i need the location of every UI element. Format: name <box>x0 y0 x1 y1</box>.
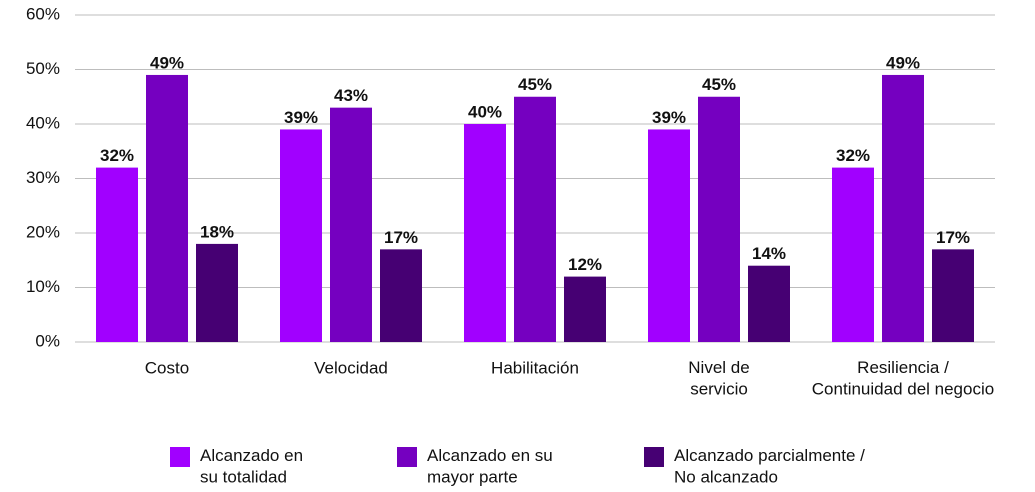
bar <box>882 74 924 342</box>
legend-label: Alcanzado en su totalidad <box>200 446 303 486</box>
bar <box>464 124 506 342</box>
bar <box>932 249 974 342</box>
y-tick-label: 40% <box>26 113 60 132</box>
bar <box>832 167 874 342</box>
y-tick-label: 60% <box>26 4 60 23</box>
bar <box>196 243 238 342</box>
x-tick-label: Velocidad <box>314 358 388 377</box>
bar <box>96 167 138 342</box>
value-label: 18% <box>200 222 234 241</box>
value-label: 17% <box>936 228 970 247</box>
bar <box>330 107 372 343</box>
x-tick-label: Resiliencia / Continuidad del negocio <box>812 358 994 398</box>
legend-swatch <box>644 447 664 467</box>
legend-swatch <box>397 447 417 467</box>
value-label: 14% <box>752 244 786 263</box>
legend-swatch <box>170 447 190 467</box>
x-tick-label: Nivel de servicio <box>688 358 749 398</box>
value-label: 40% <box>468 102 502 121</box>
value-label: 45% <box>518 75 552 94</box>
value-label: 39% <box>284 108 318 127</box>
bar <box>698 96 740 342</box>
x-tick-label: Habilitación <box>491 358 579 377</box>
bar <box>380 249 422 342</box>
bar <box>146 74 188 342</box>
value-label: 12% <box>568 255 602 274</box>
bar <box>514 96 556 342</box>
legend-label: Alcanzado parcialmente / No alcanzado <box>674 446 865 486</box>
value-label: 49% <box>150 53 184 72</box>
y-tick-label: 30% <box>26 168 60 187</box>
y-tick-label: 50% <box>26 59 60 78</box>
bar <box>564 276 606 342</box>
value-label: 45% <box>702 75 736 94</box>
value-label: 39% <box>652 108 686 127</box>
value-label: 17% <box>384 228 418 247</box>
value-label: 32% <box>836 146 870 165</box>
y-tick-label: 10% <box>26 277 60 296</box>
value-label: 32% <box>100 146 134 165</box>
bar <box>748 265 790 342</box>
legend-label: Alcanzado en su mayor parte <box>427 446 553 486</box>
value-label: 43% <box>334 86 368 105</box>
y-tick-label: 20% <box>26 222 60 241</box>
x-tick-label: Costo <box>145 358 189 377</box>
bar <box>280 129 322 342</box>
value-label: 49% <box>886 53 920 72</box>
y-tick-label: 0% <box>35 331 60 350</box>
bar <box>648 129 690 342</box>
